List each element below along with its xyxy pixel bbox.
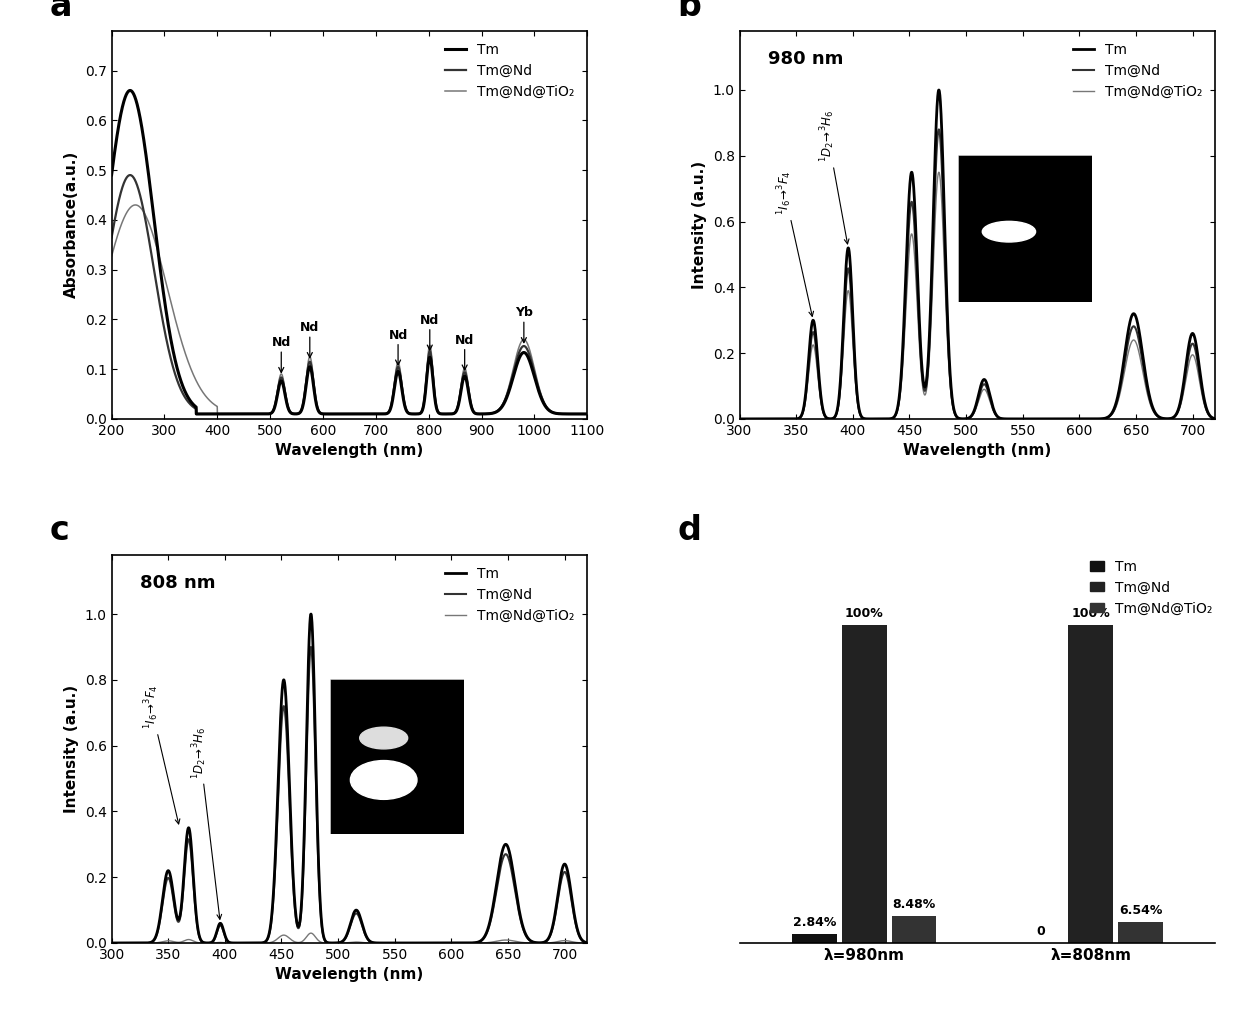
Text: Yb: Yb [515, 306, 533, 342]
Text: d: d [678, 515, 702, 547]
Legend: Tm, Tm@Nd, Tm@Nd@TiO₂: Tm, Tm@Nd, Tm@Nd@TiO₂ [440, 562, 580, 628]
Legend: Tm, Tm@Nd, Tm@Nd@TiO₂: Tm, Tm@Nd, Tm@Nd@TiO₂ [440, 38, 580, 105]
Text: c: c [50, 515, 69, 547]
Text: Nd: Nd [455, 334, 474, 370]
Text: 2.84%: 2.84% [792, 916, 836, 930]
Bar [792, 934, 837, 943]
X-axis label: Wavelength (nm): Wavelength (nm) [275, 444, 424, 458]
Text: 100%: 100% [1071, 607, 1110, 620]
Text: 8.48%: 8.48% [893, 898, 935, 911]
Text: $^1I_6\!\rightarrow\!^3F_4$: $^1I_6\!\rightarrow\!^3F_4$ [775, 170, 813, 317]
Y-axis label: Intensity (a.u.): Intensity (a.u.) [692, 161, 707, 289]
Text: 808 nm: 808 nm [140, 574, 216, 592]
Text: 980 nm: 980 nm [768, 50, 843, 68]
Bar [1118, 922, 1163, 943]
Legend: Tm, Tm@Nd, Tm@Nd@TiO₂: Tm, Tm@Nd, Tm@Nd@TiO₂ [1068, 38, 1208, 105]
Text: Nd: Nd [272, 336, 291, 372]
X-axis label: Wavelength (nm): Wavelength (nm) [903, 444, 1052, 458]
Text: Nd: Nd [300, 321, 320, 358]
Text: $^1D_2\!\rightarrow\!^3H_6$: $^1D_2\!\rightarrow\!^3H_6$ [818, 110, 849, 244]
Text: 100%: 100% [844, 607, 883, 620]
Text: $^1I_6\!\rightarrow\!^3F_4$: $^1I_6\!\rightarrow\!^3F_4$ [141, 685, 180, 824]
Text: b: b [678, 0, 702, 23]
Text: Nd: Nd [388, 329, 408, 365]
Bar [892, 916, 936, 943]
Y-axis label: Intensity (a.u.): Intensity (a.u.) [64, 685, 79, 813]
Text: $^1D_2\!\rightarrow\!^3H_6$: $^1D_2\!\rightarrow\!^3H_6$ [191, 727, 222, 919]
Text: 0: 0 [1037, 926, 1045, 938]
X-axis label: Wavelength (nm): Wavelength (nm) [275, 968, 424, 982]
Bar [842, 625, 887, 943]
Bar [1068, 625, 1114, 943]
Text: 6.54%: 6.54% [1118, 904, 1162, 917]
Y-axis label: Absorbance(a.u.): Absorbance(a.u.) [64, 152, 79, 298]
Text: a: a [50, 0, 72, 23]
Legend: Tm, Tm@Nd, Tm@Nd@TiO₂: Tm, Tm@Nd, Tm@Nd@TiO₂ [1084, 554, 1218, 621]
Text: Nd: Nd [420, 314, 439, 351]
